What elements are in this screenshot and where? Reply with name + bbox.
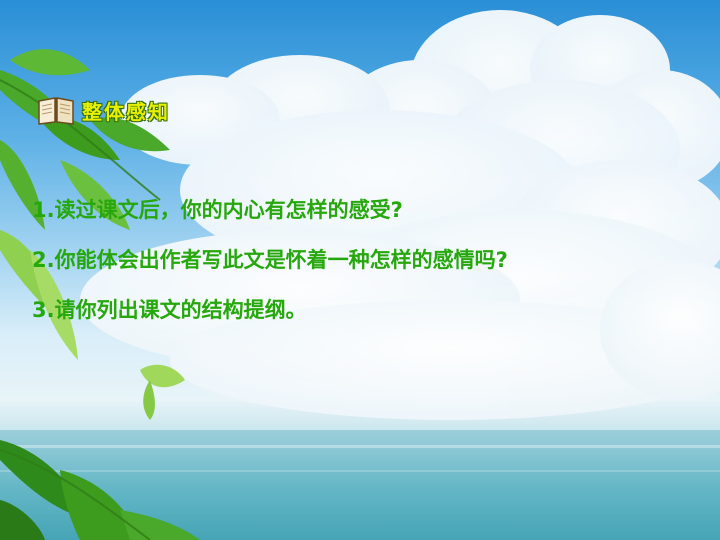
question-2: 2.你能体会出作者写此文是怀着一种怎样的感情吗? [32,248,508,272]
question-1: 1.读过课文后，你的内心有怎样的感受? [32,198,403,222]
clouds [80,10,720,420]
question-3: 3.请你列出课文的结构提纲。 [32,298,307,322]
book-icon [38,97,74,125]
section-heading: 整体感知 [36,94,170,126]
heading-title: 整体感知 [82,99,170,124]
